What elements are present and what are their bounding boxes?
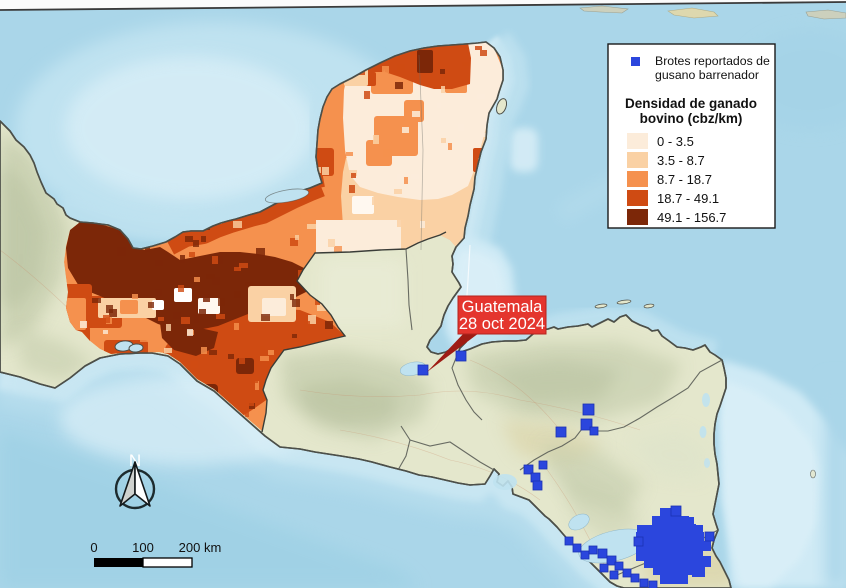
svg-text:18.7 - 49.1: 18.7 - 49.1 [657,191,719,206]
svg-text:49.1 - 156.7: 49.1 - 156.7 [657,210,726,225]
svg-text:3.5 - 8.7: 3.5 - 8.7 [657,153,705,168]
svg-text:bovino (cbz/km): bovino (cbz/km) [640,111,743,126]
svg-text:Densidad de ganado: Densidad de ganado [625,96,757,111]
svg-text:200 km: 200 km [179,540,222,555]
svg-text:0 - 3.5: 0 - 3.5 [657,134,694,149]
svg-text:28 oct 2024: 28 oct 2024 [459,315,545,333]
svg-text:gusano barrenador: gusano barrenador [655,68,759,82]
svg-text:0: 0 [90,540,97,555]
svg-text:100: 100 [132,540,154,555]
svg-text:Brotes reportados de: Brotes reportados de [655,54,770,68]
svg-text:Guatemala: Guatemala [462,298,544,316]
svg-text:N: N [129,451,141,470]
svg-text:8.7 - 18.7: 8.7 - 18.7 [657,172,712,187]
